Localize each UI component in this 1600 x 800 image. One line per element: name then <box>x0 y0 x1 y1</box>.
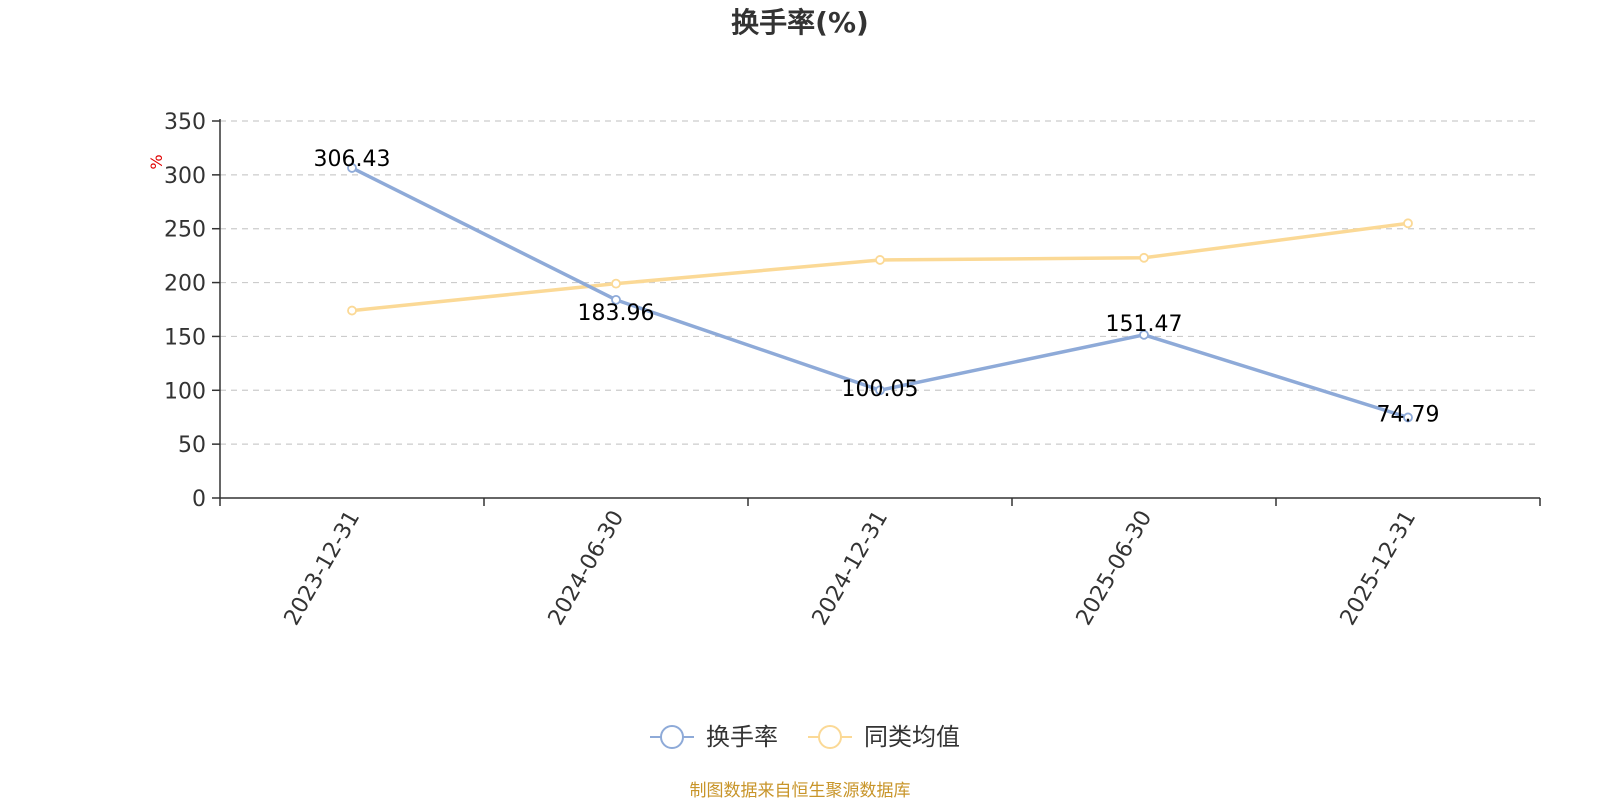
y-tick-label: 50 <box>178 433 206 458</box>
data-point <box>347 305 357 316</box>
x-tick-label: 2024-06-30 <box>544 507 630 630</box>
x-tick-label: 2024-12-31 <box>808 507 894 630</box>
data-point <box>875 385 885 396</box>
legend[interactable]: 换手率 同类均值 <box>650 723 960 751</box>
data-label: 151.47 <box>1106 312 1183 337</box>
y-tick-label: 200 <box>164 272 206 297</box>
x-tick-label: 2023-12-31 <box>280 507 366 630</box>
y-tick-label: 100 <box>164 379 206 404</box>
legend-label: 换手率 <box>706 723 778 751</box>
series-lines <box>347 163 1413 423</box>
y-tick-label: 300 <box>164 164 206 189</box>
data-point <box>1403 218 1413 229</box>
chart-title: 换手率(%) <box>731 6 869 39</box>
data-label: 183.96 <box>578 301 655 326</box>
data-point <box>611 294 621 305</box>
data-label: 74.79 <box>1377 402 1440 427</box>
data-point <box>347 163 357 173</box>
data-source-note: 制图数据来自恒生聚源数据库 <box>690 781 911 800</box>
x-tick-label: 2025-12-31 <box>1336 507 1422 630</box>
y-tick-label: 0 <box>192 487 206 512</box>
data-point <box>1139 252 1149 263</box>
data-label: 100.05 <box>842 377 919 402</box>
data-labels: 306.43 183.96 100.05 151.47 74.79 <box>314 147 1440 428</box>
legend-marker-icon <box>660 725 684 749</box>
legend-label: 同类均值 <box>864 723 960 751</box>
data-point <box>611 278 621 289</box>
y-axis-unit: % <box>147 154 166 169</box>
data-point <box>875 255 885 265</box>
x-tick-label: 2025-06-30 <box>1072 507 1158 630</box>
y-tick-label: 350 <box>164 110 206 135</box>
y-tick-label: 250 <box>164 218 206 243</box>
axes: 0 50 100 150 200 250 300 350 2023-12-31 2024-06-3… <box>164 110 1541 630</box>
y-tick-label: 150 <box>164 325 206 350</box>
series-line-1 <box>351 221 1409 313</box>
data-point <box>1403 412 1413 423</box>
legend-marker-icon <box>818 725 842 749</box>
data-point <box>1139 329 1149 340</box>
data-label: 306.43 <box>314 147 391 172</box>
